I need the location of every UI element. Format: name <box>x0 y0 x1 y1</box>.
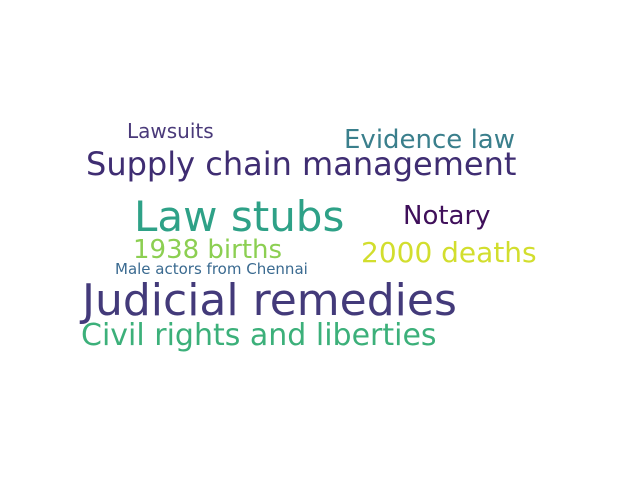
word-male-actors-from-chennai: Male actors from Chennai <box>115 260 308 278</box>
word-law-stubs: Law stubs <box>134 192 345 241</box>
word-civil-rights-and-liberties: Civil rights and liberties <box>81 318 437 353</box>
word-judicial-remedies: Judicial remedies <box>82 275 457 326</box>
word-notary: Notary <box>403 201 491 231</box>
word-evidence-law: Evidence law <box>344 125 515 155</box>
word-2000-deaths: 2000 deaths <box>361 236 537 269</box>
word-supply-chain-management: Supply chain management <box>86 145 517 183</box>
word-1938-births: 1938 births <box>133 235 283 265</box>
word-lawsuits: Lawsuits <box>127 119 214 143</box>
